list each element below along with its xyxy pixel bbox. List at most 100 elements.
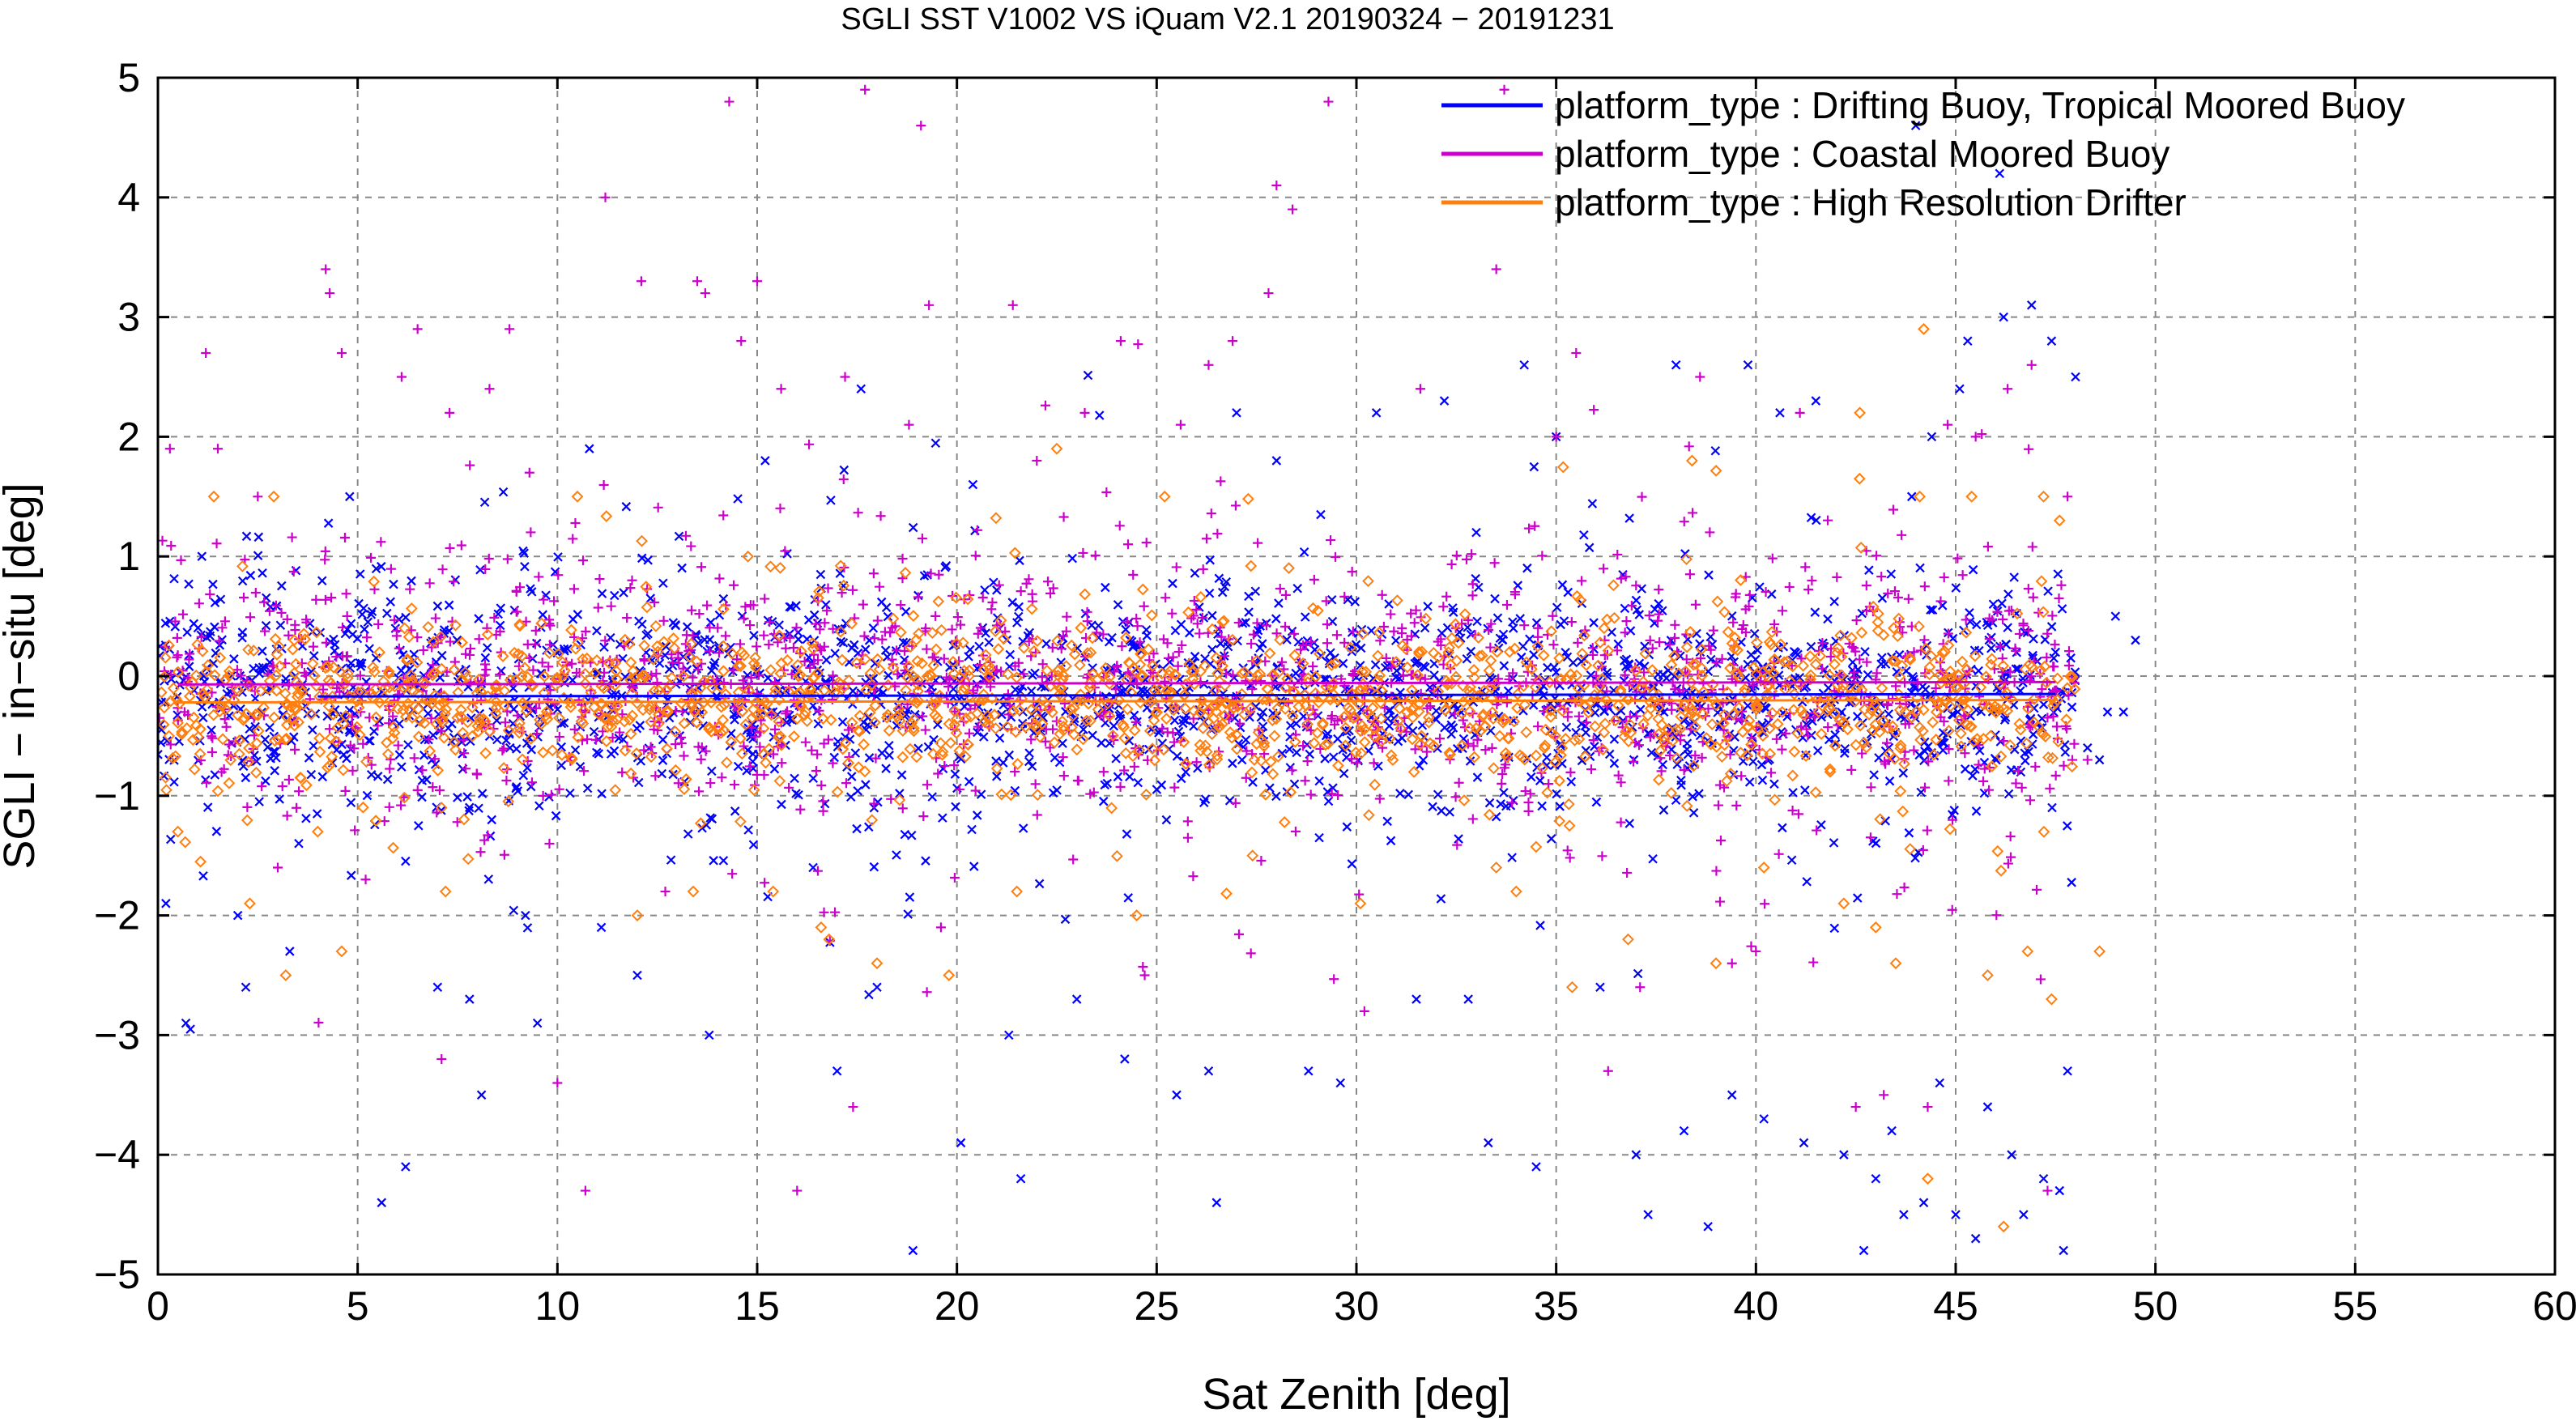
data-point [1062, 611, 1072, 622]
data-point [1122, 829, 1132, 839]
data-point [1665, 658, 1678, 671]
data-point [383, 681, 396, 694]
data-point [1463, 721, 1476, 734]
data-point [252, 756, 262, 766]
data-point [1874, 813, 1887, 826]
data-point [1445, 807, 1454, 817]
data-point [1718, 725, 1729, 735]
data-point [2014, 628, 2025, 639]
data-point [1071, 743, 1084, 756]
data-point [1539, 739, 1552, 752]
data-point [1230, 728, 1243, 741]
data-point [427, 642, 437, 653]
data-point [1148, 754, 1161, 767]
data-point [1852, 712, 1863, 721]
data-point [660, 887, 671, 897]
data-point [373, 721, 383, 731]
data-point [1517, 679, 1530, 692]
data-point [1637, 675, 1650, 688]
data-point [1566, 617, 1577, 628]
data-point [1783, 674, 1796, 687]
data-point [1230, 798, 1241, 808]
data-point [1452, 636, 1465, 649]
data-point [1388, 692, 1401, 705]
data-point [337, 622, 347, 632]
data-point [1092, 628, 1102, 638]
data-point [385, 764, 395, 774]
data-point [419, 693, 432, 706]
data-point [1937, 601, 1948, 611]
data-point [1372, 649, 1384, 662]
data-point [948, 660, 958, 670]
data-point [1675, 710, 1688, 723]
data-point [598, 682, 611, 695]
data-point [692, 276, 702, 287]
data-point [1172, 751, 1182, 761]
data-point [1744, 589, 1755, 600]
data-point [1943, 628, 1953, 639]
data-point [1974, 759, 1984, 770]
data-point [853, 508, 863, 518]
data-point [1984, 634, 1995, 645]
data-point [1322, 737, 1335, 750]
data-point [1320, 754, 1330, 764]
data-point [306, 666, 316, 677]
data-point [1226, 633, 1239, 646]
data-point [1241, 772, 1251, 783]
data-point [589, 667, 602, 679]
data-point [843, 725, 854, 735]
data-point [1697, 708, 1709, 720]
data-point [1589, 644, 1599, 654]
data-point [1245, 559, 1258, 572]
data-point [318, 684, 329, 695]
data-point [864, 667, 877, 679]
data-point [1876, 572, 1887, 582]
data-point [445, 543, 455, 553]
data-point [975, 623, 986, 633]
data-point [1781, 728, 1791, 738]
data-point [869, 862, 879, 872]
data-point [377, 1198, 387, 1208]
data-point [163, 639, 176, 652]
data-point [886, 793, 896, 804]
data-point [1497, 778, 1507, 789]
data-point [2026, 360, 2037, 370]
data-point [1947, 904, 1957, 915]
data-point [1423, 602, 1433, 611]
data-point [282, 614, 292, 624]
data-point [641, 601, 654, 614]
data-point [1535, 921, 1545, 930]
data-point [1271, 791, 1281, 802]
data-point [1612, 699, 1624, 712]
data-point [617, 767, 628, 777]
data-point [597, 589, 607, 598]
data-point [727, 869, 738, 879]
data-point [253, 551, 263, 560]
data-point [1507, 853, 1517, 862]
chart-title: SGLI SST V1002 VS iQuam V2.1 20190324 − … [841, 2, 1614, 36]
data-point [1520, 725, 1533, 738]
data-point [1806, 641, 1816, 652]
data-point [949, 873, 960, 883]
data-point [454, 704, 467, 716]
data-point [1599, 717, 1612, 730]
data-point [1920, 782, 1931, 793]
data-point [1939, 717, 1949, 727]
data-point [263, 674, 276, 687]
data-point [275, 794, 284, 804]
data-point [1970, 432, 1981, 442]
data-point [951, 802, 960, 812]
data-point [1599, 564, 1609, 574]
data-point [1028, 645, 1041, 657]
data-point [884, 740, 894, 751]
data-point [1111, 754, 1121, 764]
data-point [979, 649, 992, 662]
data-point [1319, 738, 1332, 751]
data-point [552, 647, 564, 660]
data-point [1877, 594, 1888, 603]
data-point [483, 553, 494, 564]
data-point [282, 810, 292, 821]
data-point [1679, 1125, 1689, 1136]
data-point [1607, 627, 1617, 637]
data-point [1727, 1090, 1737, 1100]
